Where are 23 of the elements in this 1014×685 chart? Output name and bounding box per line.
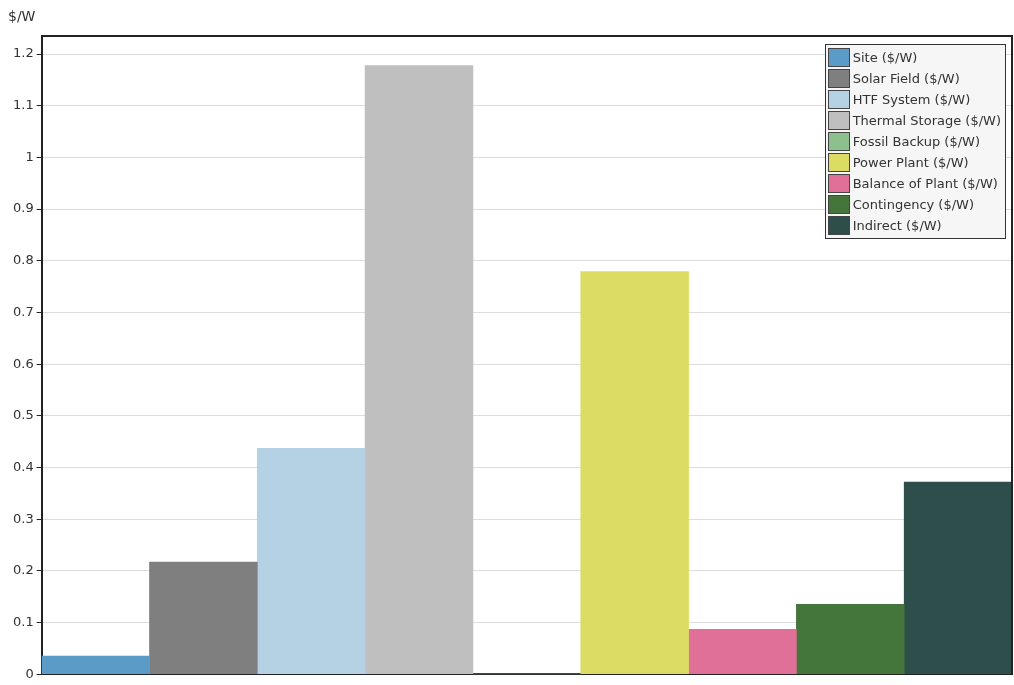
y-tick-label: 0.2 [12, 562, 34, 578]
legend-label: Solar Field ($/W) [852, 71, 960, 86]
legend-label: Fossil Backup ($/W) [852, 134, 980, 149]
y-tick-label: 0.1 [12, 613, 34, 629]
y-tick-label: 0.3 [12, 510, 34, 526]
y-tick-label: 0.5 [12, 407, 34, 423]
y-tick-label: 0.9 [12, 200, 34, 216]
legend-label: Thermal Storage ($/W) [852, 113, 1001, 128]
y-tick-label: 1 [25, 148, 34, 164]
legend-label: Contingency ($/W) [852, 197, 975, 212]
legend-label: Balance of Plant ($/W) [852, 176, 998, 191]
legend-label: HTF System ($/W) [852, 92, 971, 107]
y-tick-label: 1.1 [12, 97, 34, 113]
legend-label: Power Plant ($/W) [852, 155, 969, 170]
y-tick-label: 0 [25, 665, 34, 681]
y-axis-title: $/W [8, 8, 36, 24]
y-tick-label: 0.8 [12, 252, 34, 268]
y-tick-label: 0.7 [12, 303, 34, 319]
y-tick-label: 0.4 [12, 458, 34, 474]
legend-label: Indirect ($/W) [852, 218, 942, 233]
y-tick-label: 0.6 [12, 355, 34, 371]
y-tick-label: 1.2 [12, 45, 34, 61]
legend-label: Site ($/W) [852, 50, 918, 65]
